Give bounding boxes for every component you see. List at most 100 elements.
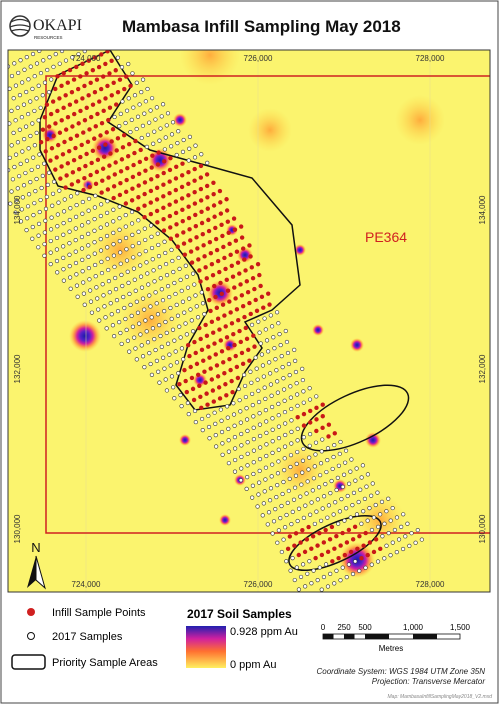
sample-point <box>325 584 331 589</box>
sample-point <box>386 531 391 536</box>
infill-point <box>355 546 360 551</box>
infill-point <box>173 199 179 204</box>
sample-point <box>323 562 329 567</box>
sample-point <box>17 174 22 179</box>
sample-point <box>99 270 105 276</box>
sample-point <box>348 469 353 474</box>
infill-point <box>232 342 237 348</box>
sample-point <box>38 70 44 76</box>
infill-point <box>216 385 222 390</box>
sample-point <box>256 388 261 393</box>
sample-point <box>61 244 66 249</box>
sample-point <box>155 312 161 317</box>
sample-point <box>188 307 193 312</box>
infill-point <box>124 177 129 183</box>
infill-point <box>56 142 61 148</box>
infill-point <box>53 86 58 92</box>
infill-point <box>58 176 63 181</box>
infill-point <box>100 178 105 183</box>
sample-point <box>42 242 47 247</box>
sample-point <box>267 360 272 365</box>
infill-point <box>247 300 252 306</box>
grid-label: 726,000 <box>244 54 273 63</box>
sample-point <box>142 226 147 231</box>
infill-point <box>70 124 75 129</box>
sample-point <box>303 503 308 508</box>
sample-point <box>44 194 49 200</box>
grid-labels: 724,000 726,000 728,000 724,000 726,000 … <box>13 54 487 589</box>
sample-point <box>134 357 139 362</box>
infill-point <box>230 389 235 395</box>
sample-point <box>300 470 305 475</box>
sample-point <box>286 488 291 493</box>
sample-point <box>80 257 85 262</box>
sample-point <box>12 164 17 170</box>
sample-point <box>263 396 268 401</box>
sample-point <box>67 264 72 269</box>
infill-point <box>302 549 308 555</box>
sample-point <box>313 452 318 457</box>
sample-point <box>48 250 53 255</box>
sample-point <box>384 543 389 548</box>
map-frame <box>7 49 491 593</box>
sample-point <box>369 527 375 533</box>
sample-point <box>21 183 27 188</box>
infill-point <box>367 540 373 545</box>
sample-point <box>244 417 250 422</box>
sample-point <box>353 559 358 564</box>
sample-point <box>148 108 153 113</box>
sample-point <box>30 236 35 241</box>
legend: Infill Sample Points 2017 Samples Priori… <box>11 607 298 671</box>
sample-point <box>200 301 206 306</box>
infill-point <box>182 252 188 257</box>
sample-point <box>156 369 161 374</box>
sample-point <box>167 352 172 357</box>
sample-point <box>63 58 69 63</box>
infill-point <box>348 549 354 555</box>
sample-point <box>245 451 250 456</box>
infill-point <box>203 380 208 385</box>
sample-point <box>89 310 95 315</box>
sample-point <box>255 377 260 382</box>
sample-point <box>34 176 39 182</box>
sample-point <box>143 237 148 243</box>
sample-point <box>270 531 275 536</box>
sample-point <box>48 262 53 267</box>
sample-point <box>214 444 219 449</box>
sample-point <box>294 565 299 570</box>
sample-point <box>186 158 191 163</box>
infill-point <box>238 224 244 229</box>
sample-point <box>281 479 286 485</box>
infill-point <box>243 268 248 273</box>
sample-point <box>202 312 207 317</box>
sample-point <box>320 506 325 511</box>
sample-point <box>148 361 153 367</box>
sample-point <box>191 329 196 334</box>
infill-point <box>149 165 154 170</box>
infill-point <box>175 244 180 249</box>
infill-point <box>103 142 108 147</box>
sample-point <box>271 519 277 524</box>
sample-point <box>335 475 340 480</box>
infill-point <box>65 80 70 85</box>
sample-point <box>24 89 29 95</box>
infill-point <box>373 537 379 542</box>
infill-point <box>193 350 198 356</box>
sample-point <box>145 132 151 137</box>
grid-label: 728,000 <box>416 580 445 589</box>
sample-point <box>289 406 294 412</box>
sample-point <box>264 430 269 435</box>
sample-point <box>394 515 400 520</box>
infill-point <box>204 172 210 177</box>
infill-point <box>340 530 345 536</box>
infill-point <box>123 189 129 195</box>
infill-point <box>87 127 92 132</box>
infill-point <box>80 96 85 101</box>
sample-point <box>295 426 300 431</box>
sample-point <box>407 543 412 548</box>
sample-point <box>87 196 92 201</box>
infill-point <box>315 543 320 548</box>
sample-point <box>245 428 250 433</box>
infill-point <box>255 261 261 267</box>
